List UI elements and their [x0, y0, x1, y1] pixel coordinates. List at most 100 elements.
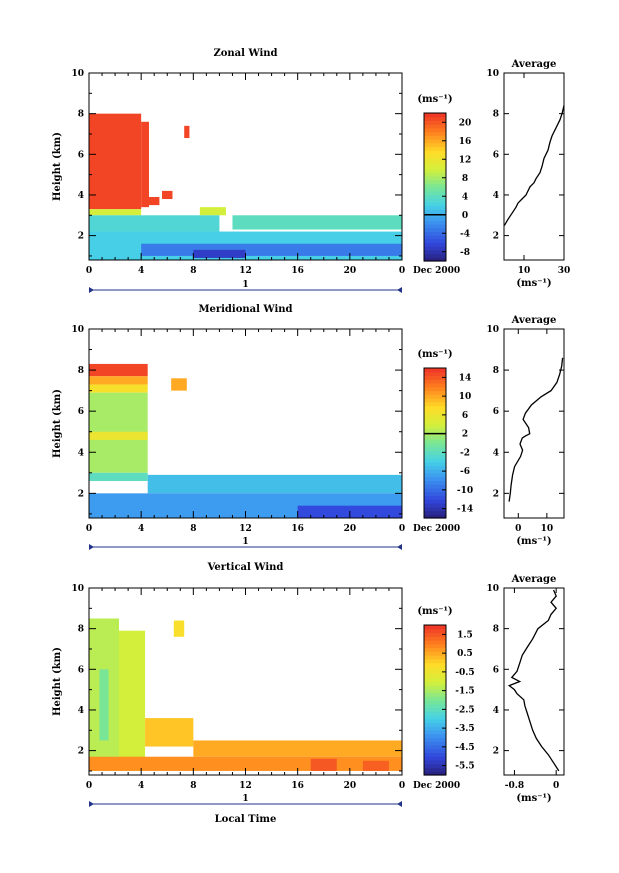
colorbar-segment — [424, 692, 446, 697]
day-label: 1 — [242, 537, 248, 547]
x-tick-label: 0 — [399, 781, 405, 791]
profile-x-label: (ms⁻¹) — [516, 536, 551, 547]
colorbar-segment — [424, 446, 446, 452]
colorbar-segment — [424, 495, 446, 500]
x-tick-label: 0 — [86, 524, 92, 534]
colorbar-segment — [424, 379, 446, 384]
colorbar-segment — [424, 413, 446, 418]
colorbar-segment — [424, 398, 446, 403]
heatmap-cell — [173, 620, 185, 637]
colorbar-segment — [424, 157, 446, 162]
colorbar-segment — [424, 401, 446, 407]
heatmap-cell — [141, 121, 149, 208]
colorbar-frame — [423, 624, 447, 776]
colorbar-segment — [424, 655, 446, 660]
y-tick-label: 6 — [78, 150, 84, 160]
colorbar-segment — [424, 711, 446, 716]
profile-frame — [503, 587, 565, 776]
x-tick-label: 0 — [86, 266, 92, 276]
colorbar-tick-label: 6 — [462, 411, 468, 421]
profile-y-tick-label: 4 — [493, 191, 499, 201]
profile-line — [503, 105, 565, 226]
heatmap-cell — [147, 474, 402, 494]
profile-y-tick-label: 10 — [486, 584, 499, 594]
colorbar-segment — [424, 135, 446, 140]
x-tick-label: 16 — [291, 781, 304, 791]
colorbar-segment — [424, 190, 446, 195]
colorbar-segment — [424, 249, 446, 255]
profile-y-tick-label: 10 — [486, 69, 499, 79]
date-label: Dec 2000 — [413, 781, 460, 791]
colorbar-segment — [424, 476, 446, 482]
x-tick-label: 12 — [239, 524, 252, 534]
x-tick-label: 4 — [138, 524, 144, 534]
colorbar-tick-label: 20 — [459, 118, 472, 128]
y-tick-label: 10 — [71, 69, 84, 79]
colorbar-segment — [424, 688, 446, 694]
y-tick-label: 8 — [78, 625, 84, 635]
colorbar-segment — [424, 235, 446, 240]
colorbar-segment — [424, 503, 446, 508]
colorbar-segment — [424, 231, 446, 236]
colorbar-segment — [424, 216, 446, 221]
colorbar-segment — [424, 424, 446, 429]
x-tick-label: 12 — [239, 266, 252, 276]
day-axis-arrow-right — [397, 544, 402, 550]
profile-x-tick-label: 10 — [541, 524, 554, 534]
colorbar-segment — [424, 375, 446, 380]
x-tick-label: 4 — [138, 781, 144, 791]
colorbar-segment — [424, 127, 446, 133]
day-axis-arrow-left — [89, 544, 94, 550]
profile-y-tick-label: 4 — [493, 448, 499, 458]
profile-title: Average — [511, 315, 557, 326]
colorbar-tick-label: -8 — [460, 248, 470, 258]
x-tick-label: 0 — [399, 266, 405, 276]
colorbar-segment — [424, 670, 446, 675]
colorbar-segment — [424, 715, 446, 720]
colorbar-segment — [424, 142, 446, 147]
heatmap-cell — [162, 190, 173, 200]
heatmap-cell — [89, 113, 142, 210]
colorbar-segment — [424, 480, 446, 485]
colorbar-tick-label: -14 — [457, 505, 473, 515]
colorbar-unit: (ms⁻¹) — [417, 606, 452, 617]
colorbar-segment — [424, 238, 446, 244]
colorbar-segment — [424, 771, 446, 776]
colorbar-segment — [424, 514, 446, 519]
colorbar-segment — [424, 209, 446, 214]
colorbar-segment — [424, 428, 446, 433]
colorbar-segment — [424, 116, 446, 121]
colorbar-segment — [424, 465, 446, 470]
colorbar-segment — [424, 198, 446, 203]
colorbar-segment — [424, 454, 446, 459]
colorbar-segment — [424, 506, 446, 512]
profile-y-tick-label: 8 — [493, 366, 499, 376]
colorbar-segment — [424, 696, 446, 701]
colorbar-segment — [424, 484, 446, 489]
heatmap-cell — [89, 215, 220, 232]
profile-y-tick-label: 6 — [493, 407, 499, 417]
x-tick-label: 20 — [344, 266, 357, 276]
profile-frame — [503, 328, 565, 519]
profile-x-tick-label: 0 — [553, 781, 559, 791]
colorbar-tick-label: 1.5 — [457, 630, 473, 640]
y-tick-label: 10 — [71, 584, 84, 594]
heatmap-cells — [89, 363, 402, 518]
colorbar-segment — [424, 722, 446, 727]
colorbar-tick-label: -4 — [460, 229, 470, 239]
profile-y-tick-label: 2 — [493, 232, 499, 242]
colorbar-segment — [424, 647, 446, 652]
colorbar-tick-label: 14 — [459, 373, 472, 383]
colorbar-segment — [424, 187, 446, 192]
colorbar-segment — [424, 658, 446, 664]
heatmap-cell — [89, 431, 148, 440]
day-axis-arrow-left — [89, 801, 94, 807]
colorbar-segment — [424, 752, 446, 757]
profile-y-tick-label: 8 — [493, 625, 499, 635]
colorbar-segment — [424, 760, 446, 765]
colorbar-tick-label: 16 — [459, 137, 472, 147]
profile-y-tick-label: 6 — [493, 150, 499, 160]
y-axis-label: Height (km) — [52, 389, 63, 458]
heatmap-cells — [89, 618, 402, 771]
heatmap-cell — [89, 384, 148, 393]
